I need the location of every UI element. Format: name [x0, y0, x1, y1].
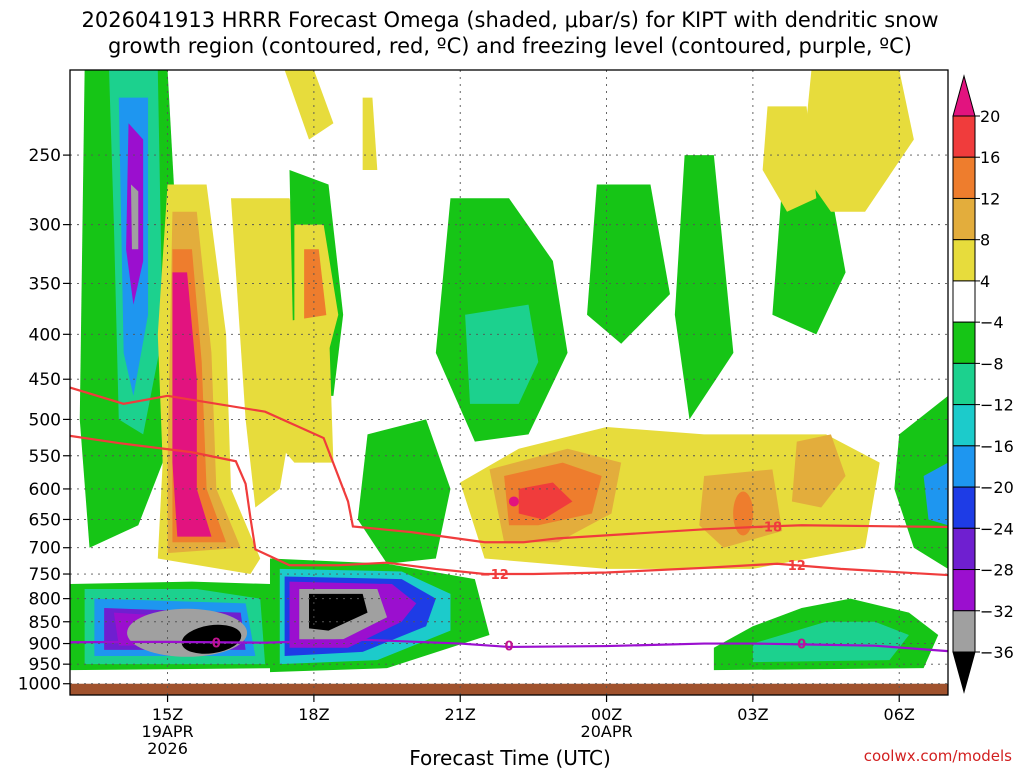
colorbar-legend: 20 16 12 8 4 −4 −8 −12 −16 −20 −24 −28 −32 −36	[952, 74, 1014, 694]
omega-region	[284, 70, 334, 140]
omega-region	[265, 314, 334, 463]
contour-label: 12	[788, 559, 806, 574]
omega-region	[801, 70, 914, 212]
colorbar-swatch	[952, 321, 976, 364]
colorbar-tick-label: −12	[980, 396, 1014, 415]
x-tick-label: 03Z	[737, 705, 768, 724]
x-tick-date: 20APR	[581, 722, 633, 741]
omega-region	[357, 419, 451, 564]
colorbar-bottom-arrow	[952, 651, 976, 694]
omega-region	[518, 482, 573, 520]
credit-text: coolwx.com/models	[864, 747, 1012, 765]
x-tick-label: 06Z	[884, 705, 915, 724]
colorbar-tick-label: 12	[980, 189, 1000, 208]
y-tick-label: 950	[29, 655, 61, 675]
y-tick-label: 800	[29, 590, 61, 610]
contour-lines: −18 −12 12 0 0 0	[70, 386, 948, 655]
colorbar-tick-label: −4	[980, 313, 1004, 332]
colorbar-tick-label: −28	[980, 561, 1014, 580]
x-tick-label: 18Z	[298, 705, 329, 724]
y-tick-label: 250	[29, 146, 61, 166]
colorbar-swatch	[952, 197, 976, 241]
y-tick-label: 450	[29, 370, 61, 390]
colorbar-tick-label: 20	[980, 107, 1000, 126]
y-tick-label: 1000	[18, 675, 61, 695]
y-tick-label: 350	[29, 274, 61, 294]
colorbar-swatch	[952, 569, 976, 612]
omega-region	[172, 272, 212, 537]
colorbar-swatch	[952, 486, 976, 529]
freezing-level-line	[70, 638, 948, 653]
dgz-contour-line	[70, 386, 948, 544]
contour-label: 0	[504, 640, 513, 655]
contour-label: 0	[212, 637, 221, 652]
y-axis: 2503003504004505005506006507007508008509…	[18, 146, 70, 695]
colorbar-tick-label: −24	[980, 519, 1014, 538]
x-tick-label: 15Z	[152, 705, 183, 724]
x-axis-label: Forecast Time (UTC)	[409, 746, 611, 768]
contour-label: −12	[480, 568, 509, 583]
y-tick-label: 400	[29, 325, 61, 345]
colorbar-swatch	[952, 239, 976, 282]
contour-label: 0	[797, 638, 806, 653]
chart-title-line-2: growth region (contoured, red, ºC) and f…	[108, 34, 912, 58]
colorbar-tick-label: −8	[980, 354, 1004, 373]
y-tick-label: 700	[29, 539, 61, 559]
omega-region	[181, 624, 242, 654]
y-tick-label: 550	[29, 447, 61, 467]
omega-shading	[70, 70, 948, 695]
colorbar-tick-label: 4	[980, 272, 990, 291]
colorbar-top-arrow	[952, 74, 976, 117]
colorbar-swatch	[952, 115, 976, 158]
omega-region	[130, 184, 139, 250]
omega-region	[762, 106, 817, 212]
omega-region	[362, 97, 378, 171]
omega-region	[752, 621, 909, 663]
omega-region	[674, 155, 734, 420]
plot-frame	[69, 69, 949, 696]
colorbar-swatch	[952, 362, 976, 406]
x-tick-year: 2026	[147, 739, 188, 758]
colorbar-tick-label: 16	[980, 148, 1000, 167]
omega-region	[508, 496, 519, 507]
colorbar-swatch	[952, 280, 976, 323]
colorbar-tick-label: −16	[980, 437, 1014, 456]
omega-region	[733, 491, 754, 536]
x-tick-date: 19APR	[142, 722, 194, 741]
y-tick-label: 500	[29, 410, 61, 430]
colorbar-swatch	[952, 404, 976, 447]
colorbar-tick-label: −32	[980, 602, 1014, 621]
colorbar-swatch	[952, 445, 976, 488]
colorbar-swatch	[952, 156, 976, 199]
colorbar-swatch	[952, 610, 976, 653]
x-tick-label: 00Z	[591, 705, 622, 724]
omega-region	[772, 184, 846, 335]
y-tick-label: 650	[29, 510, 61, 530]
y-tick-label: 600	[29, 480, 61, 500]
y-tick-label: 850	[29, 613, 61, 633]
colorbar-tick-label: −20	[980, 478, 1014, 497]
surface-ground	[70, 683, 948, 695]
y-tick-label: 750	[29, 565, 61, 585]
y-tick-label: 900	[29, 635, 61, 655]
omega-region	[923, 462, 948, 526]
colorbar-swatch	[952, 527, 976, 571]
contour-label: −18	[753, 520, 782, 535]
dgz-contour-line	[70, 434, 948, 577]
omega-region	[587, 184, 670, 344]
chart-title-line-1: 2026041913 HRRR Forecast Omega (shaded, …	[82, 8, 939, 32]
colorbar-tick-label: −36	[980, 643, 1014, 662]
y-tick-label: 300	[29, 216, 61, 236]
x-tick-label: 21Z	[445, 705, 476, 724]
colorbar-tick-label: 8	[980, 231, 990, 250]
